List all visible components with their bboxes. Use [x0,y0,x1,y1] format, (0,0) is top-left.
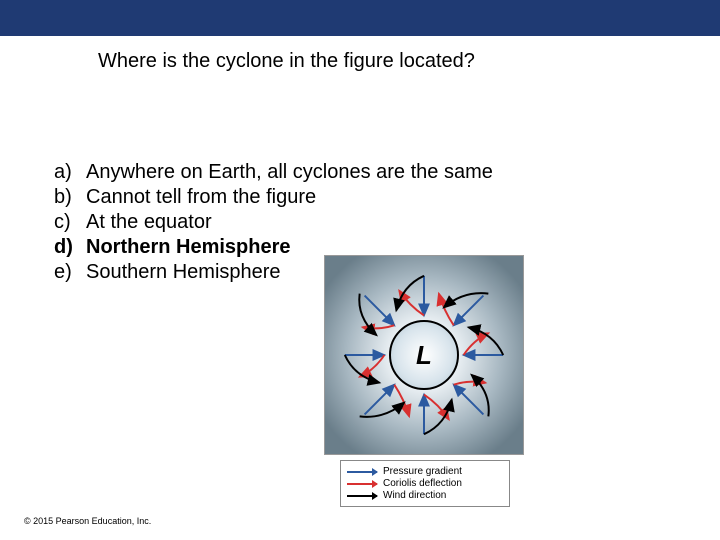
legend-line-icon [347,495,377,497]
legend-row: Pressure gradient [347,466,503,477]
option-label: a) [54,160,86,184]
option-label: c) [54,210,86,234]
option-b: b) Cannot tell from the figure [54,185,493,209]
legend-label: Coriolis deflection [383,478,462,489]
copyright-text: © 2015 Pearson Education, Inc. [24,516,151,526]
legend-line-icon [347,483,377,485]
question-text: Where is the cyclone in the figure locat… [0,36,720,73]
legend-line-icon [347,471,377,473]
option-a: a) Anywhere on Earth, all cyclones are t… [54,160,493,184]
legend-label: Pressure gradient [383,466,462,477]
option-label: b) [54,185,86,209]
legend-row: Wind direction [347,490,503,501]
option-label: d) [54,235,86,259]
low-pressure-label: L [416,340,432,371]
option-text: Northern Hemisphere [86,235,291,259]
option-text: Anywhere on Earth, all cyclones are the … [86,160,493,184]
cyclone-figure: L [324,255,524,455]
figure-legend: Pressure gradient Coriolis deflection Wi… [340,460,510,507]
legend-row: Coriolis deflection [347,478,503,489]
cyclone-center: L [389,320,459,390]
option-text: Southern Hemisphere [86,260,281,284]
header-bar [0,0,720,36]
option-label: e) [54,260,86,284]
option-text: Cannot tell from the figure [86,185,316,209]
option-text: At the equator [86,210,212,234]
option-c: c) At the equator [54,210,493,234]
legend-label: Wind direction [383,490,446,501]
